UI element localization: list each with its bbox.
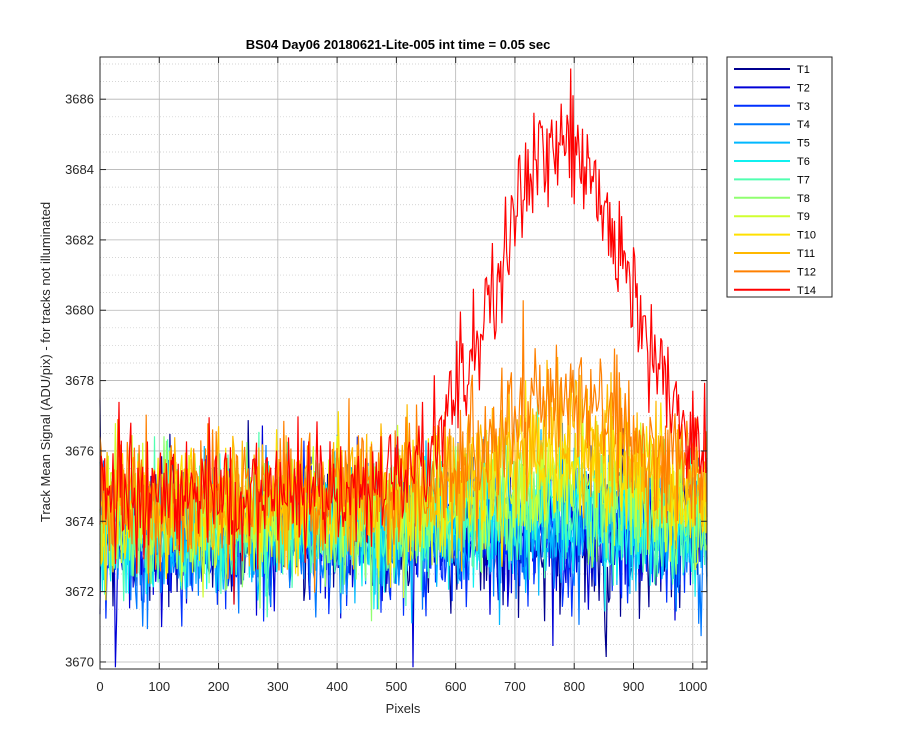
x-tick-label: 1000 — [678, 679, 707, 694]
x-tick-labels: 0 100 200 300 400 500 600 700 800 900 1000 — [96, 679, 707, 694]
chart-title: BS04 Day06 20180621-Lite-005 int time = … — [246, 37, 551, 52]
x-axis-label: Pixels — [386, 701, 421, 716]
legend-label-t2: T2 — [797, 82, 810, 94]
y-tick-label: 3684 — [65, 162, 94, 177]
legend-label-t4: T4 — [797, 119, 810, 131]
legend-label-t1: T1 — [797, 64, 810, 76]
legend-label-t14: T14 — [797, 285, 816, 297]
x-tick-label: 500 — [386, 679, 408, 694]
legend-label-t5: T5 — [797, 138, 810, 150]
legend-label-t11: T11 — [797, 248, 815, 260]
x-tick-label: 200 — [208, 679, 230, 694]
y-tick-label: 3680 — [65, 303, 94, 318]
x-tick-label: 0 — [96, 679, 103, 694]
y-tick-label: 3670 — [65, 654, 94, 669]
ticks — [99, 57, 707, 669]
x-tick-label: 300 — [267, 679, 289, 694]
legend-label-t6: T6 — [797, 156, 810, 168]
series-line-t14 — [99, 68, 708, 605]
x-tick-label: 400 — [326, 679, 348, 694]
y-tick-label: 3672 — [65, 584, 94, 599]
legend: T1 T2 T3 T4 T5 T6 T7 T8 T9 T10 T11 T12 T14 — [726, 56, 833, 298]
y-tick-label: 3682 — [65, 232, 94, 247]
x-tick-label: 100 — [148, 679, 170, 694]
y-tick-label: 3686 — [65, 92, 94, 107]
legend-label-t10: T10 — [797, 230, 816, 242]
y-tick-label: 3676 — [65, 443, 94, 458]
y-tick-labels: 3670 3672 3674 3676 3678 3680 3682 3684 3686 — [65, 92, 94, 670]
y-tick-label: 3674 — [65, 514, 94, 529]
legend-label-t8: T8 — [797, 193, 810, 205]
x-tick-label: 900 — [623, 679, 645, 694]
y-axis-label: Track Mean Signal (ADU/pix) - for tracks… — [38, 202, 53, 522]
y-tick-label: 3678 — [65, 373, 94, 388]
legend-label-t9: T9 — [797, 211, 810, 223]
legend-label-t3: T3 — [797, 101, 810, 113]
x-tick-label: 600 — [445, 679, 467, 694]
x-tick-label: 800 — [563, 679, 585, 694]
grid — [99, 57, 707, 669]
legend-label-t12: T12 — [797, 266, 816, 278]
legend-label-t7: T7 — [797, 174, 810, 186]
series-layer — [99, 68, 708, 668]
plot-frame — [99, 56, 708, 670]
series-line-t12 — [99, 300, 708, 593]
legend-box — [726, 56, 833, 298]
x-tick-label: 700 — [504, 679, 526, 694]
